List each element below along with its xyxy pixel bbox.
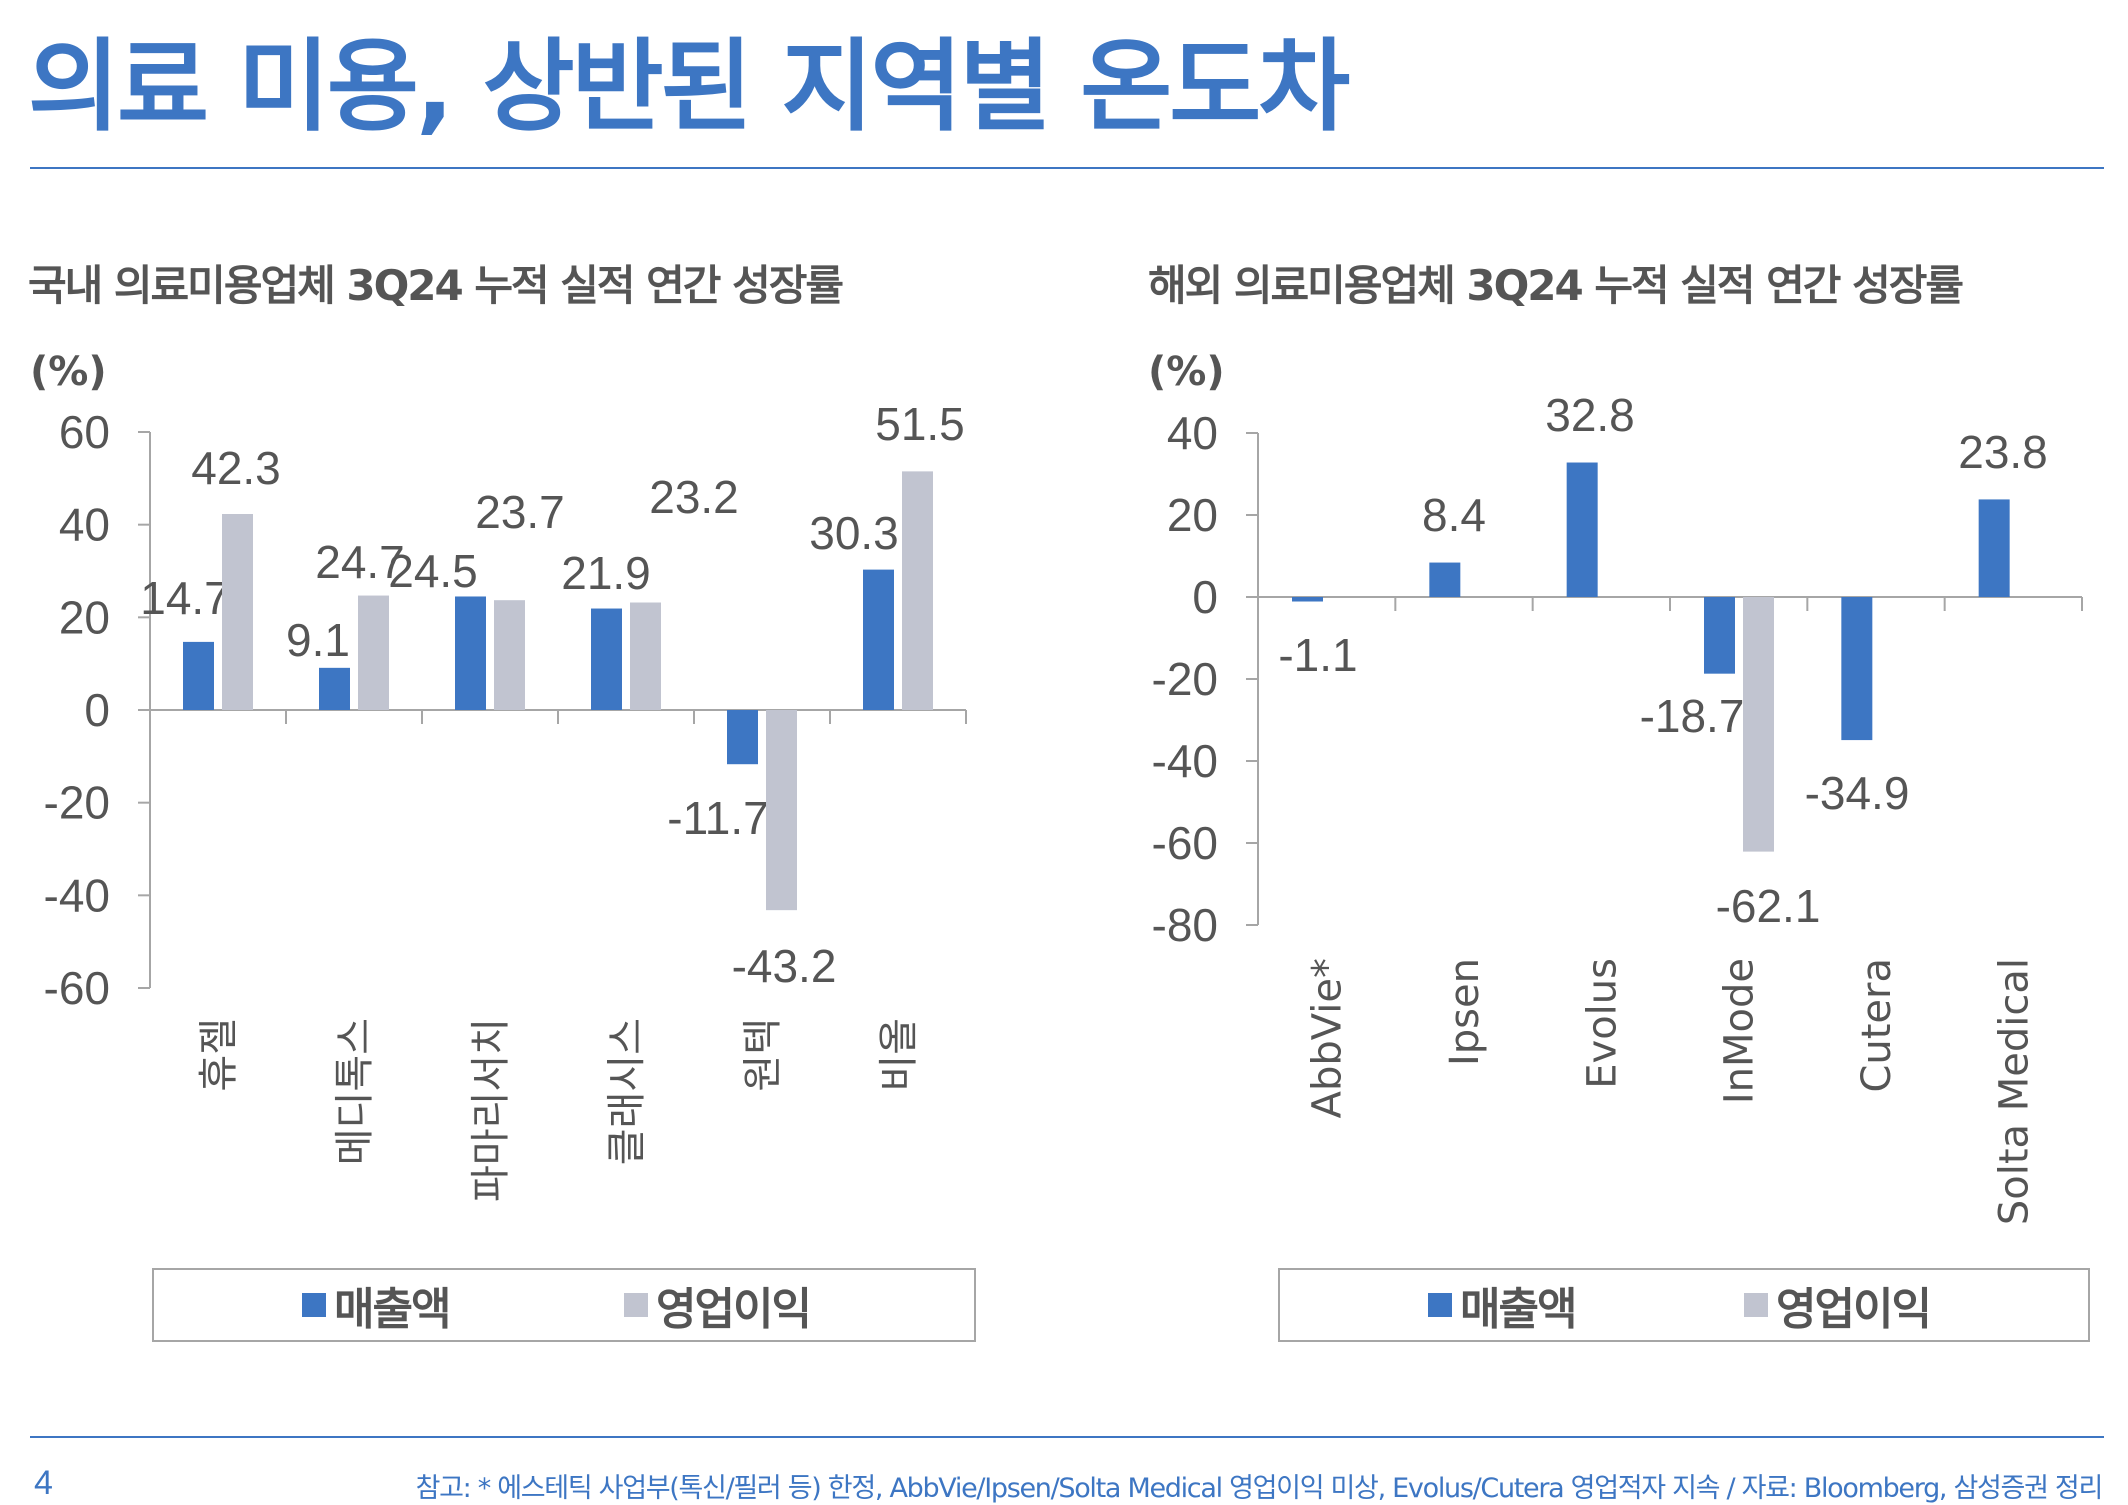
page-number: 4 (34, 1464, 53, 1502)
domestic-y-tick-label: -60 (44, 962, 110, 1014)
domestic-bar-operating-profit (766, 710, 797, 911)
domestic-bar-operating-profit (630, 602, 661, 710)
domestic-category-label: 메디톡스 (332, 1018, 378, 1165)
legend-item-revenue: 매출액 (302, 1270, 451, 1340)
legend-label-revenue: 매출액 (1460, 1284, 1577, 1335)
domestic-data-label-revenue: 24.5 (388, 545, 478, 597)
legend-label-operating-profit: 영업이익 (1776, 1284, 1932, 1335)
overseas-bar-revenue (1292, 597, 1323, 602)
domestic-bar-revenue (863, 569, 894, 710)
overseas-chart-legend: 매출액 영업이익 (1278, 1268, 2090, 1342)
domestic-category-label: 클래시스 (604, 1018, 650, 1165)
overseas-bar-revenue (1704, 597, 1735, 674)
overseas-y-tick-label: -60 (1152, 817, 1218, 869)
domestic-category-label: 파마리서치 (468, 1018, 514, 1202)
legend-swatch-revenue (302, 1293, 326, 1317)
domestic-chart-title: 국내 의료미용업체 3Q24 누적 실적 연간 성장률 (28, 261, 844, 310)
domestic-data-label-revenue: 21.9 (561, 547, 651, 599)
legend-label-revenue: 매출액 (334, 1284, 451, 1335)
domestic-y-tick-label: 20 (59, 591, 110, 643)
overseas-category-label: Cutera (1854, 958, 1900, 1093)
overseas-y-tick-label: -20 (1152, 653, 1218, 705)
overseas-bar-operating-profit (1743, 597, 1774, 852)
domestic-data-label-revenue: 14.7 (140, 572, 230, 624)
domestic-data-label-operating-profit: -43.2 (732, 940, 837, 992)
footer-divider (30, 1436, 2104, 1438)
overseas-y-tick-label: 0 (1192, 571, 1218, 623)
overseas-category-label: AbbVie* (1305, 958, 1351, 1118)
domestic-data-label-operating-profit: 23.7 (475, 486, 565, 538)
overseas-data-label-revenue: -18.7 (1640, 690, 1745, 742)
overseas-y-tick-label: 20 (1167, 489, 1218, 541)
overseas-chart-unit: (%) (1148, 349, 1225, 395)
overseas-data-label-revenue: -34.9 (1805, 767, 1910, 819)
overseas-data-label-operating-profit: -62.1 (1716, 880, 1821, 932)
domestic-category-label: 휴젤 (196, 1018, 242, 1092)
overseas-category-label: Evolus (1579, 958, 1625, 1089)
overseas-y-tick-label: 40 (1167, 407, 1218, 459)
domestic-data-label-operating-profit: 51.5 (875, 398, 965, 450)
legend-swatch-revenue (1428, 1293, 1452, 1317)
overseas-y-tick-label: -40 (1152, 735, 1218, 787)
domestic-category-label: 비올 (876, 1018, 922, 1092)
overseas-data-label-revenue: 32.8 (1545, 389, 1635, 441)
legend-item-operating-profit: 영업이익 (624, 1270, 812, 1340)
legend-swatch-operating-profit (1744, 1293, 1768, 1317)
domestic-y-tick-label: 40 (59, 499, 110, 551)
domestic-y-tick-label: -40 (44, 869, 110, 921)
overseas-category-label: Ipsen (1442, 958, 1488, 1066)
domestic-data-label-operating-profit: 23.2 (649, 471, 739, 523)
overseas-category-label: Solta Medical (1991, 958, 2037, 1225)
overseas-bar-revenue (1841, 597, 1873, 741)
overseas-bar-revenue (1566, 462, 1598, 597)
domestic-bar-revenue (183, 641, 214, 710)
footnote: 참고: * 에스테틱 사업부(톡신/필러 등) 한정, AbbVie/Ipsen… (415, 1473, 2104, 1504)
overseas-bar-revenue (1978, 499, 2010, 597)
legend-label-operating-profit: 영업이익 (656, 1284, 812, 1335)
overseas-chart-title: 해외 의료미용업체 3Q24 누적 실적 연간 성장률 (1148, 261, 1964, 310)
overseas-category-label: InMode (1717, 958, 1763, 1104)
page-title: 의료 미용, 상반된 지역별 온도차 (28, 28, 1350, 145)
domestic-category-label: 원텍 (740, 1018, 786, 1092)
overseas-y-tick-label: -80 (1152, 899, 1218, 951)
domestic-data-label-revenue: -11.7 (667, 792, 768, 844)
domestic-bar-operating-profit (902, 471, 933, 710)
domestic-y-tick-label: 60 (59, 406, 110, 458)
legend-item-operating-profit: 영업이익 (1744, 1270, 1932, 1340)
legend-item-revenue: 매출액 (1428, 1270, 1577, 1340)
domestic-chart-unit: (%) (30, 349, 107, 395)
domestic-bar-revenue (591, 608, 622, 710)
domestic-data-label-operating-profit: 24.7 (315, 536, 405, 588)
legend-swatch-operating-profit (624, 1293, 648, 1317)
domestic-y-tick-label: 0 (84, 684, 110, 736)
domestic-bar-operating-profit (494, 600, 525, 710)
domestic-bar-revenue (319, 667, 350, 710)
domestic-chart-legend: 매출액 영업이익 (152, 1268, 976, 1342)
domestic-data-label-revenue: 9.1 (286, 614, 350, 666)
domestic-bar-revenue (455, 596, 486, 710)
domestic-data-label-revenue: 30.3 (809, 507, 899, 559)
overseas-bar-revenue (1429, 562, 1461, 597)
title-divider (30, 167, 2104, 169)
overseas-data-label-revenue: 23.8 (1958, 426, 2048, 478)
domestic-y-tick-label: -20 (44, 777, 110, 829)
overseas-data-label-revenue: 8.4 (1422, 489, 1486, 541)
domestic-bar-operating-profit (358, 595, 389, 710)
overseas-data-label-revenue: -1.1 (1278, 629, 1357, 681)
domestic-bar-operating-profit (222, 514, 253, 710)
domestic-data-label-operating-profit: 42.3 (191, 442, 281, 494)
domestic-bar-revenue (727, 710, 758, 765)
